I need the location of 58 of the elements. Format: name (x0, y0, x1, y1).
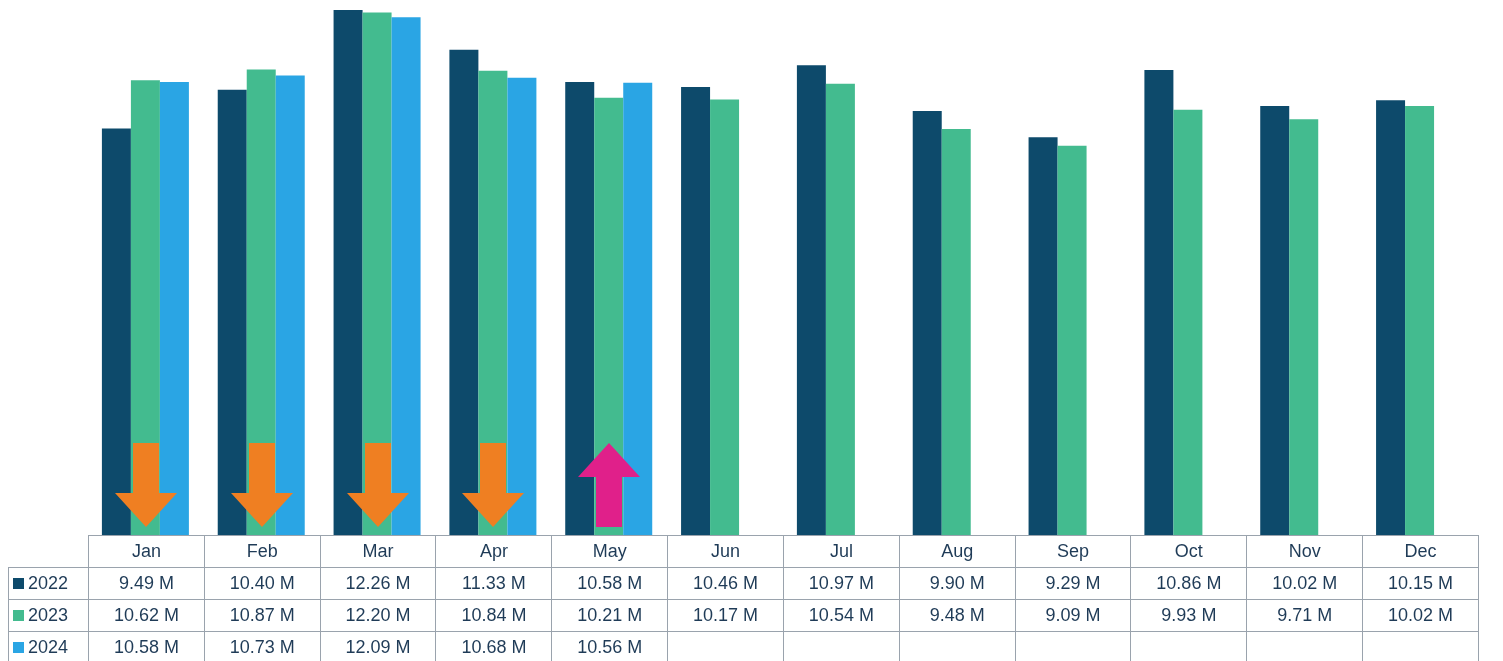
data-label: 10.02 M (1246, 567, 1363, 600)
data-label: 9.71 M (1246, 599, 1363, 632)
data-label: 10.21 M (551, 599, 668, 632)
data-label: 12.09 M (320, 631, 436, 661)
data-label: 10.56 M (551, 631, 668, 661)
bar (1144, 69, 1174, 535)
legend-label: 2023 (28, 605, 69, 625)
data-label: 10.02 M (1362, 599, 1479, 632)
x-tick-label: Jan (88, 535, 205, 568)
x-tick-label: Dec (1362, 535, 1479, 568)
bar (681, 87, 711, 535)
x-tick-label: Jul (783, 535, 900, 568)
data-label: 10.58 M (551, 567, 668, 600)
data-label: 10.17 M (667, 599, 784, 632)
data-label: 11.33 M (435, 567, 552, 600)
bar (796, 65, 826, 535)
bar (710, 99, 740, 535)
bar (825, 83, 855, 535)
data-label: 10.62 M (88, 599, 205, 632)
data-label: 9.29 M (1015, 567, 1131, 600)
data-label: 10.15 M (1362, 567, 1479, 600)
data-label: 9.90 M (899, 567, 1016, 600)
data-label: 9.93 M (1130, 599, 1247, 632)
bar (1173, 109, 1203, 535)
bar (1260, 105, 1290, 535)
data-label: 10.97 M (783, 567, 900, 600)
x-tick-label: Nov (1246, 535, 1363, 568)
data-label: 12.26 M (320, 567, 436, 600)
data-label: 9.09 M (1015, 599, 1131, 632)
legend-label: 2022 (28, 573, 69, 593)
bar (1376, 100, 1406, 535)
bar (941, 129, 971, 535)
x-tick-label: Apr (435, 535, 552, 568)
bar (1289, 119, 1319, 535)
data-label: 10.68 M (435, 631, 552, 661)
bar (1405, 105, 1435, 535)
x-tick-label: Jun (667, 535, 784, 568)
data-label: 10.84 M (435, 599, 552, 632)
data-label: 10.46 M (667, 567, 784, 600)
data-label: 10.73 M (204, 631, 321, 661)
data-label: 10.40 M (204, 567, 321, 600)
data-label: 10.54 M (783, 599, 900, 632)
data-label: 9.49 M (88, 567, 205, 600)
bar (1057, 145, 1087, 535)
x-tick-label: Aug (899, 535, 1016, 568)
data-label: 10.87 M (204, 599, 321, 632)
x-tick-label: Oct (1130, 535, 1247, 568)
x-tick-label: May (551, 535, 668, 568)
data-label: 10.58 M (88, 631, 205, 661)
x-tick-label: Mar (320, 535, 436, 568)
legend-label: 2024 (28, 637, 69, 657)
x-tick-label: Feb (204, 535, 321, 568)
data-label: 10.86 M (1130, 567, 1247, 600)
bar (912, 111, 942, 535)
x-tick-label: Sep (1015, 535, 1131, 568)
data-label: 9.48 M (899, 599, 1016, 632)
data-label: 12.20 M (320, 599, 436, 632)
bar (1028, 137, 1058, 535)
